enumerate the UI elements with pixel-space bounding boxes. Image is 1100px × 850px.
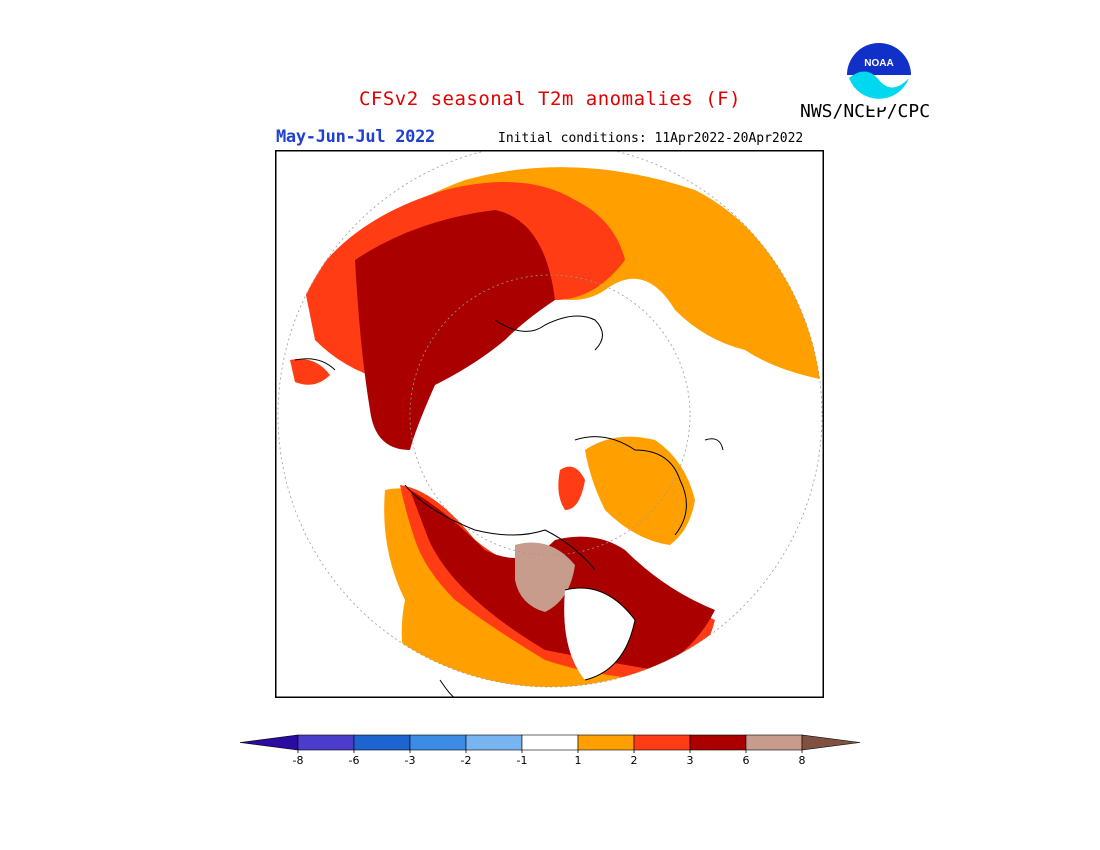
legend-swatch — [577, 734, 635, 751]
legend-swatch — [465, 734, 523, 751]
legend-swatch — [689, 734, 747, 751]
forecast-period: May-Jun-Jul 2022 — [276, 127, 435, 147]
legend-tick-label: -8 — [293, 754, 304, 767]
legend-tick-label: -2 — [461, 754, 472, 767]
anomaly-region-westrussia-red — [290, 359, 330, 385]
legend-swatch — [633, 734, 691, 751]
legend-tick-label: 2 — [631, 754, 638, 767]
legend-tick-label: 1 — [575, 754, 582, 767]
noaa-logo: NOAA — [846, 42, 912, 108]
anomaly-region-europe-orange — [585, 436, 695, 545]
legend-swatch — [521, 734, 579, 751]
color-legend: -8 -6 -3 -2 -1 1 2 3 6 8 — [239, 734, 861, 767]
logo-text: NOAA — [864, 58, 893, 69]
initial-conditions-label: Initial conditions: 11Apr2022-20Apr2022 — [498, 131, 804, 146]
legend-tick-label: -3 — [405, 754, 416, 767]
legend-swatch — [239, 734, 299, 751]
anomaly-region-greenland-white — [564, 588, 635, 680]
legend-swatch — [353, 734, 411, 751]
legend-tick-label: 6 — [743, 754, 750, 767]
legend-swatch — [801, 734, 861, 751]
legend-swatch — [297, 734, 355, 751]
legend-swatch — [745, 734, 803, 751]
map-border — [275, 150, 824, 698]
map-title: CFSv2 seasonal T2m anomalies (F) — [358, 88, 742, 110]
latitude-circle — [277, 150, 823, 688]
coastlines — [294, 315, 724, 698]
legend-tick-label: -6 — [349, 754, 360, 767]
agency-label: NWS/NCEP/CPC — [800, 101, 931, 122]
anomaly-region-siberia-darkred — [355, 210, 555, 450]
legend-swatch — [409, 734, 467, 751]
anomaly-region-scandinavia-red — [558, 466, 585, 510]
legend-tick-label: 3 — [687, 754, 694, 767]
legend-tick-label: 8 — [799, 754, 806, 767]
polar-anomaly-map — [275, 150, 824, 698]
latitude-circle — [409, 274, 691, 556]
legend-tick-label: -1 — [517, 754, 528, 767]
anomaly-region-hudson-brown — [515, 542, 575, 612]
anomaly-shading — [290, 167, 822, 687]
